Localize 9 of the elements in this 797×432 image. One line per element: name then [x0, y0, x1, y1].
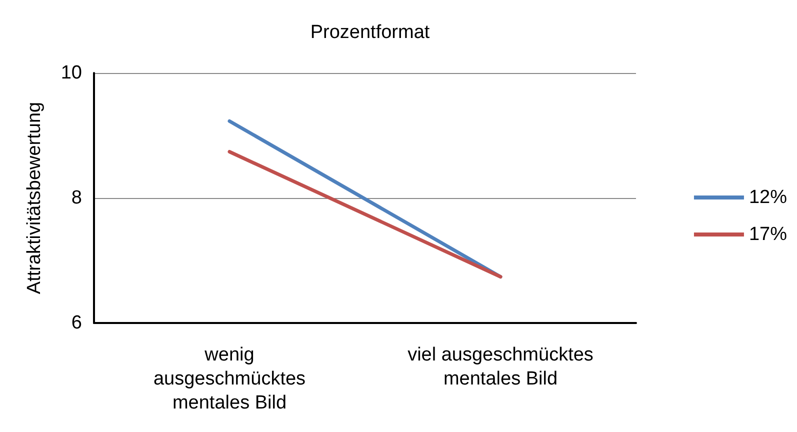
y-axis-title: Attraktivitätsbewertung: [24, 102, 45, 294]
y-tick-label: 6: [71, 312, 82, 334]
chart-title: Prozentformat: [310, 22, 430, 43]
y-tick-label: 10: [60, 62, 82, 84]
legend-label: 17%: [748, 224, 788, 245]
x-tick-label: viel ausgeschmücktes mentales Bild: [408, 344, 594, 390]
y-tick-label: 8: [71, 188, 82, 208]
legend-label: 12%: [748, 187, 788, 208]
x-tick-label: wenig ausgeschmücktes mentales Bild: [153, 344, 306, 414]
